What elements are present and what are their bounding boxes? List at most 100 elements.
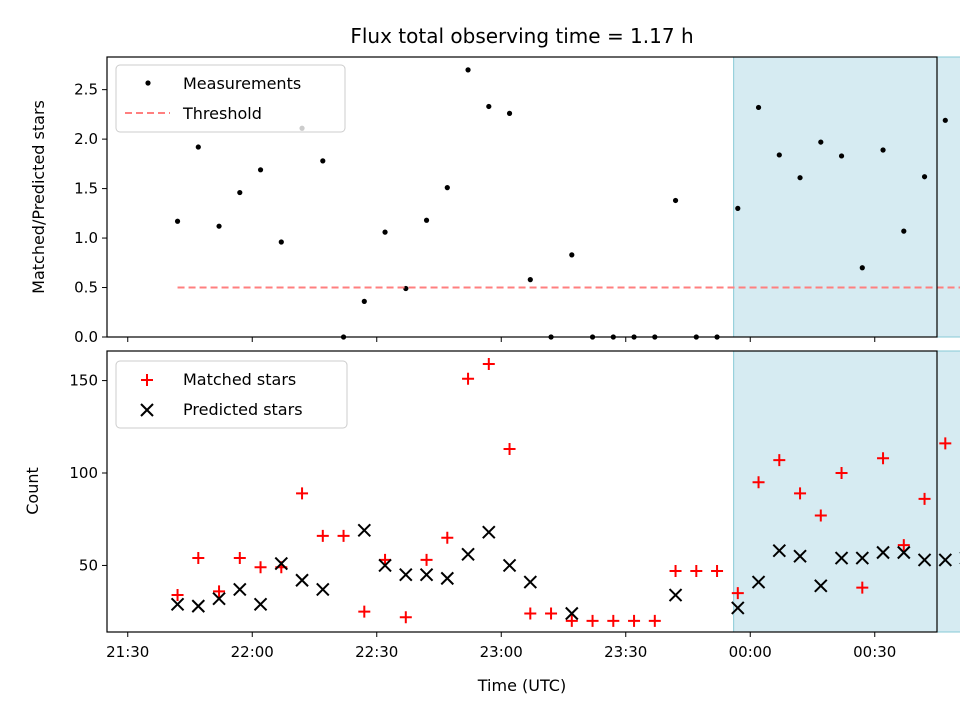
matched-stars-point-28 (752, 476, 765, 489)
predicted-stars-point-6 (295, 573, 309, 587)
predicted-stars-point-9 (378, 558, 392, 573)
predicted-stars-point-8 (357, 523, 372, 538)
matched-stars-point-36 (918, 492, 931, 505)
measurements-point-19 (569, 252, 575, 258)
matched-stars-point-37 (939, 437, 952, 450)
predicted-stars-point-10 (399, 567, 413, 582)
matched-stars-point-17 (524, 607, 537, 620)
predicted-stars-point-27 (897, 545, 911, 560)
measurements-point-13 (444, 185, 450, 191)
measurements-point-7 (320, 158, 326, 164)
predicted-stars-point-17 (565, 606, 579, 621)
x-tick-label-0: 21:30 (106, 643, 149, 661)
top-y-tick-label-1: 0.5 (74, 279, 98, 297)
legend-predicted-label: Predicted stars (183, 400, 303, 419)
top-y-tick-label-5: 2.5 (74, 81, 98, 99)
measurements-point-24 (672, 197, 679, 204)
top-panel: 0.0 0.5 1.0 1.5 2.0 2.5 Flux total observing … (29, 24, 960, 346)
top-chart-title: Flux total observing time = 1.17 h (350, 24, 693, 48)
top-y-tick-label-0: 0.0 (74, 328, 98, 346)
legend-threshold-label: Threshold (182, 104, 262, 123)
measurements-point-16 (506, 110, 513, 116)
matched-stars-point-23 (648, 614, 661, 627)
top-plot-frame (106, 56, 938, 338)
measurements-point-37 (942, 117, 948, 123)
predicted-stars-point-11 (419, 567, 434, 582)
measurements-point-14 (465, 67, 471, 73)
matched-stars-point-31 (814, 509, 827, 522)
x-tick-label-6: 00:30 (853, 643, 896, 661)
bottom-legend-box (115, 360, 348, 429)
predicted-stars-point-28 (917, 553, 932, 567)
bottom-legend: Matched stars Predicted stars (115, 360, 348, 429)
x-tick-label-5: 00:00 (729, 643, 772, 661)
matched-stars-point-26 (711, 564, 724, 577)
measurements-point-17 (527, 277, 533, 283)
matched-stars-point-3 (233, 552, 246, 565)
legend-matched-marker (141, 374, 153, 386)
measurements-point-29 (776, 152, 782, 158)
matched-stars-point-6 (296, 487, 309, 500)
matched-stars-point-1 (192, 552, 205, 565)
measurements-point-4 (257, 167, 264, 173)
bottom-plot-frame (106, 350, 938, 633)
predicted-stars-point-12 (440, 571, 455, 586)
predicted-stars-point-14 (482, 525, 496, 539)
top-y-axis-ticks: 0.0 0.5 1.0 1.5 2.0 2.5 (74, 81, 107, 346)
measurements-point-5 (278, 239, 284, 245)
matched-stars-point-19 (565, 614, 578, 627)
matched-stars-point-35 (897, 539, 910, 552)
bottom-y-tick-label-1: 100 (69, 464, 98, 482)
matched-stars-point-13 (441, 531, 454, 544)
matched-stars-point-8 (337, 529, 350, 542)
bottom-panel: 50 100 150 21:30 22:00 22:30 23:00 23:30 00:00 0… (23, 350, 960, 695)
bottom-y-axis-ticks: 50 100 150 (69, 372, 107, 574)
matched-stars-point-21 (607, 614, 620, 627)
matched-stars-point-2 (213, 585, 226, 598)
predicted-stars-point-20 (751, 575, 766, 589)
measurements-point-0 (174, 218, 181, 224)
matched-stars-point-33 (856, 581, 869, 594)
matched-stars-point-24 (669, 564, 682, 577)
bottom-plot-marks (170, 357, 960, 627)
predicted-stars-point-19 (731, 601, 745, 615)
matched-stars-point-32 (835, 467, 848, 480)
top-y-tick-label-2: 1.0 (74, 229, 98, 247)
predicted-stars-point-22 (793, 549, 807, 563)
legend-matched-label: Matched stars (183, 370, 296, 389)
predicted-stars-point-7 (316, 582, 330, 597)
x-tick-label-3: 23:00 (480, 643, 523, 661)
measurements-point-32 (838, 153, 845, 159)
matched-stars-point-10 (379, 553, 392, 566)
matched-stars-point-11 (399, 611, 412, 624)
predicted-stars-point-25 (855, 551, 870, 565)
measurements-point-10 (382, 229, 388, 235)
measurements-point-33 (859, 265, 865, 271)
predicted-stars-point-15 (502, 558, 517, 573)
matched-stars-point-18 (545, 607, 558, 620)
predicted-stars-point-2 (212, 592, 226, 606)
matched-stars-point-0 (171, 589, 184, 602)
measurements-point-3 (237, 189, 243, 196)
measurements-point-36 (921, 174, 928, 180)
bottom-x-axis-label: Time (UTC) (477, 676, 566, 695)
predicted-stars-point-3 (233, 582, 247, 597)
predicted-stars-point-16 (523, 575, 538, 589)
predicted-stars-point-29 (938, 553, 953, 567)
predicted-stars-point-5 (274, 556, 289, 571)
legend-measurements-marker (145, 80, 151, 86)
predicted-stars-point-1 (191, 599, 206, 613)
predicted-stars-point-24 (834, 551, 849, 565)
legend-measurements-label: Measurements (183, 74, 301, 93)
top-y-tick-label-3: 1.5 (74, 180, 98, 198)
legend-predicted-marker (140, 403, 154, 417)
bottom-highlight-span (733, 350, 960, 633)
top-y-tick-label-4: 2.0 (74, 130, 98, 148)
measurements-point-30 (797, 175, 803, 181)
bottom-y-tick-label-2: 150 (69, 372, 98, 390)
matched-stars-point-34 (877, 452, 890, 465)
predicted-stars-point-18 (668, 588, 683, 602)
x-tick-label-4: 23:30 (604, 643, 647, 661)
measurements-point-1 (195, 144, 201, 150)
